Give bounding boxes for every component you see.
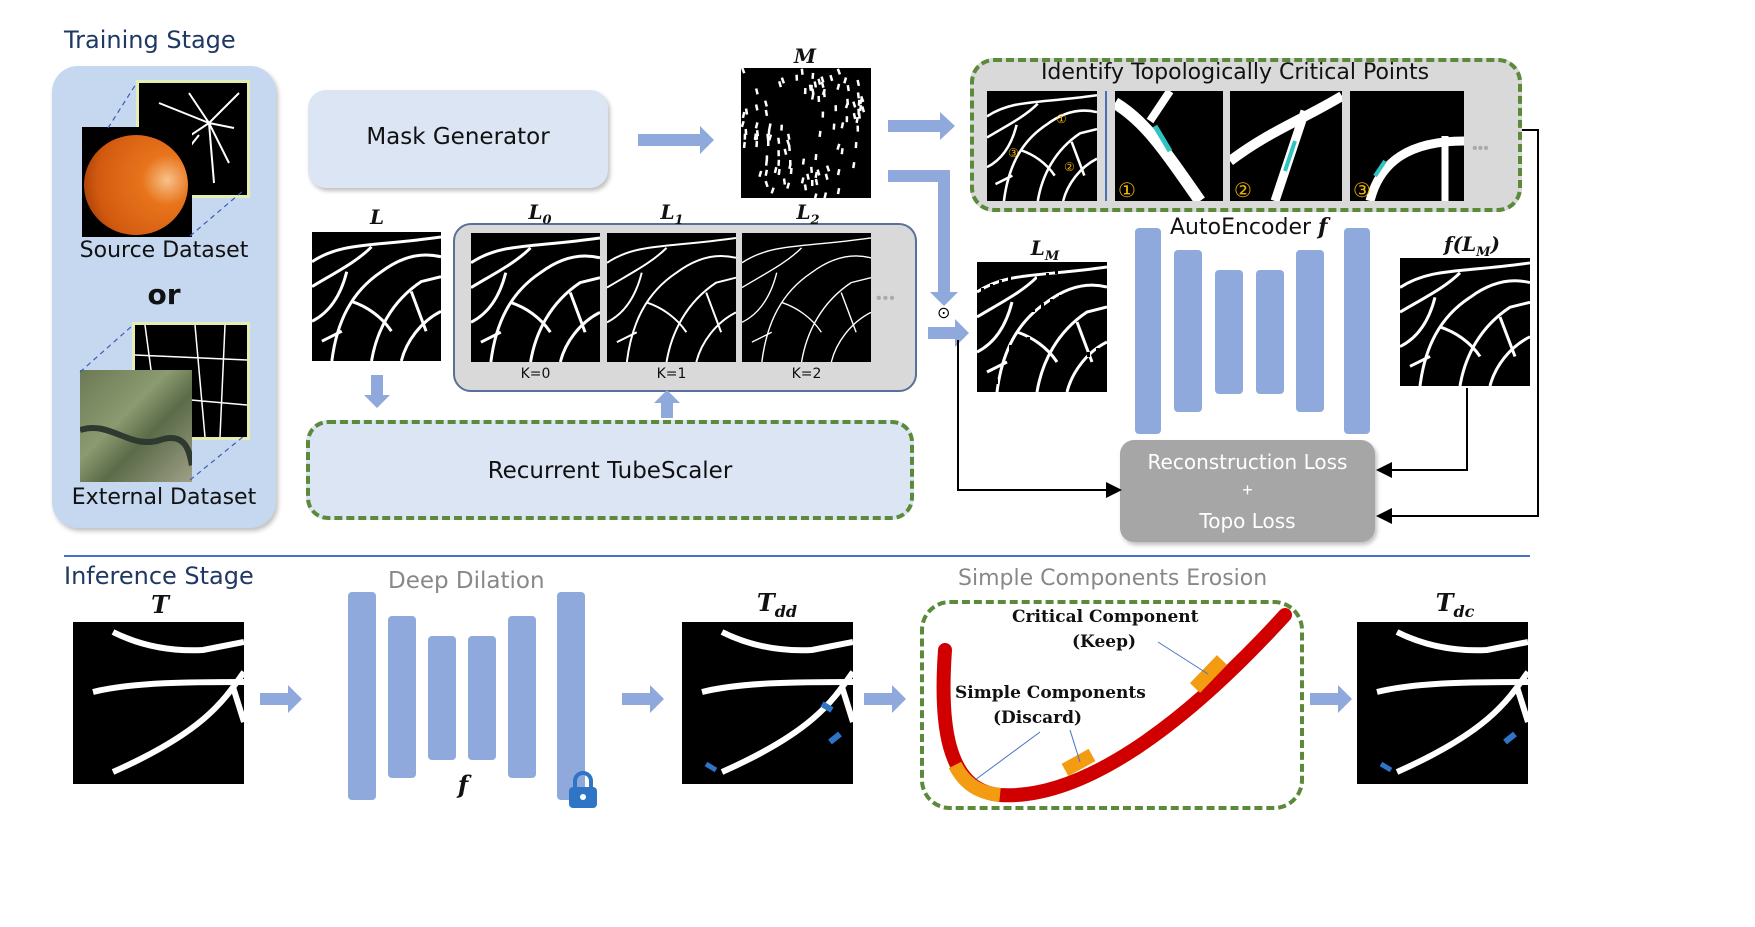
label-image [312, 232, 441, 361]
marker-1: ① [1118, 180, 1136, 202]
critical-divider [1105, 91, 1107, 201]
tubescaler-label: Recurrent TubeScaler [487, 458, 733, 484]
arrow-tubescaler-to-scales [654, 390, 680, 418]
odot-operator: ⊙ [937, 305, 951, 322]
encoder-layer-1 [1135, 228, 1161, 434]
critical-points-title: Identify Topologically Critical Points [1040, 60, 1430, 85]
scale-image-1 [607, 233, 736, 362]
arrow-generator-to-mask [638, 126, 714, 154]
erosion-panel [920, 600, 1304, 810]
mask-symbol: M [793, 44, 817, 68]
marker-2: ② [1234, 180, 1252, 202]
external-dataset-label: External Dataset [71, 485, 257, 510]
scale-image-2 [742, 233, 871, 362]
training-stage-title: Training Stage [64, 26, 236, 54]
dilation-f-symbol: f [457, 770, 469, 799]
dd-image [682, 622, 853, 784]
masked-label-image [977, 262, 1107, 392]
critical-ellipsis: ••• [1472, 140, 1489, 157]
k-label-0: K=0 [520, 366, 551, 382]
dilation-layer-3 [428, 636, 456, 760]
erosion-title: Simple Components Erosion [958, 566, 1268, 591]
dc-image [1357, 622, 1528, 784]
critical-zoom-2 [1230, 91, 1342, 201]
dilation-layer-1 [348, 592, 376, 800]
critical-component-label: Critical Component [1012, 607, 1199, 627]
label-symbol: L [369, 205, 385, 229]
k-label-1: K=1 [656, 366, 687, 382]
inference-stage-title: Inference Stage [64, 562, 254, 590]
reconstruction-loss-label: Reconstruction Loss [1147, 450, 1348, 474]
decoder-layer-1 [1256, 270, 1284, 394]
simple-components-label: Simple Components [955, 683, 1146, 703]
scale-symbol-0: L0 [528, 200, 552, 228]
k-label-2: K=2 [791, 366, 822, 382]
dc-symbol: Tdc [1435, 588, 1475, 621]
loss-box: Reconstruction Loss + Topo Loss [1120, 440, 1375, 542]
deep-dilation-title: Deep Dilation [388, 568, 545, 594]
tubescaler-box: Recurrent TubeScaler [306, 420, 914, 520]
encoder-layer-3 [1215, 270, 1243, 394]
input-image [73, 622, 244, 784]
dilation-layer-5 [508, 616, 536, 778]
arrow-mask-to-critical [888, 112, 955, 140]
mask-generator-label: Mask Generator [366, 124, 550, 150]
encoder-layer-2 [1174, 250, 1202, 412]
decoder-layer-2 [1296, 250, 1324, 412]
scales-ellipsis: ••• [876, 290, 896, 307]
scale-symbol-1: L1 [660, 200, 684, 228]
mask-generator-box: Mask Generator [308, 90, 608, 188]
arrow-label-to-tubescaler [364, 375, 390, 408]
keep-label: (Keep) [1072, 632, 1137, 652]
autoencoder-title: AutoEncoder f [1170, 214, 1328, 240]
topo-loss-label: Topo Loss [1199, 509, 1296, 533]
loss-plus: + [1242, 480, 1253, 500]
decoder-layer-3 [1344, 228, 1370, 434]
or-label: or [147, 278, 181, 311]
dilation-layer-2 [388, 616, 416, 778]
input-symbol: T [151, 590, 169, 619]
critical-zoom-1 [1115, 91, 1223, 201]
scale-symbol-2: L2 [796, 200, 820, 228]
discard-label: (Discard) [993, 708, 1083, 728]
arrow-odot-to-masked [928, 319, 969, 347]
dilation-layer-6 [557, 592, 585, 800]
fundus-photo [82, 127, 192, 237]
overview-marker-1: ① [1056, 112, 1067, 126]
output-symbol: f(LM) [1444, 232, 1500, 260]
marker-3: ③ [1353, 180, 1371, 202]
mask-image [741, 68, 871, 198]
scale-image-0 [471, 233, 600, 362]
overview-marker-2: ② [1064, 160, 1075, 174]
satellite-photo [80, 370, 192, 482]
source-dataset-label: Source Dataset [79, 238, 249, 263]
overview-marker-3: ③ [1008, 146, 1019, 160]
lock-icon [566, 770, 600, 810]
masked-label-symbol: LM [1030, 236, 1060, 264]
output-image [1400, 258, 1530, 386]
critical-overview-image [987, 91, 1097, 201]
dd-symbol: Tdd [756, 588, 798, 621]
dilation-layer-4 [468, 636, 496, 760]
